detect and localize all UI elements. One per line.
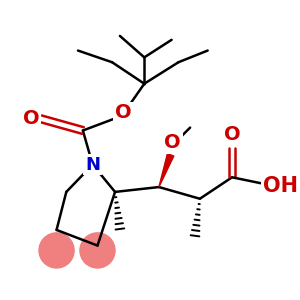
Text: O: O xyxy=(224,125,240,144)
Circle shape xyxy=(80,233,115,268)
Text: OH: OH xyxy=(263,176,298,196)
Circle shape xyxy=(39,233,74,268)
Text: O: O xyxy=(115,103,131,122)
Text: O: O xyxy=(23,109,40,128)
Text: N: N xyxy=(85,156,100,174)
Polygon shape xyxy=(159,154,174,187)
Text: O: O xyxy=(164,133,181,152)
